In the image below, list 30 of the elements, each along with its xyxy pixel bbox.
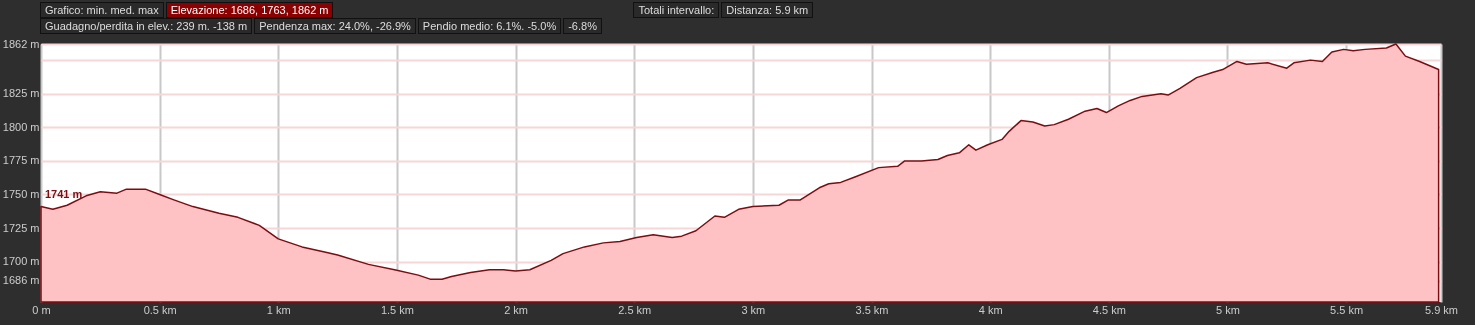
y-tick-label: 1862 m	[2, 37, 40, 50]
text: -6.8%	[563, 18, 602, 34]
x-tick-label: 2 km	[504, 303, 528, 316]
x-tick-label: 3.5 km	[855, 303, 889, 316]
x-tick-label: 2.5 km	[618, 303, 652, 316]
text: Guadagno/perdita in elev.: 239 m. -138 m	[40, 18, 253, 34]
x-tick-label: 5.5 km	[1330, 303, 1364, 316]
text: Pendio medio: 6.1%. -5.0%	[417, 18, 562, 34]
y-tick-label: 1686 m	[2, 274, 40, 286]
y-tick-label: 1825 m	[2, 87, 40, 100]
y-tick-label: 1725 m	[2, 221, 40, 234]
x-tick-label: 0 m	[32, 303, 51, 316]
x-tick-label: 5.9 km	[1424, 303, 1459, 316]
x-tick-label: 3 km	[741, 303, 766, 316]
text: Distanza: 5.9 km	[721, 2, 814, 18]
y-tick-label: 1700 m	[2, 255, 40, 268]
y-tick-label: 1750 m	[2, 188, 40, 200]
x-tick-label: 4.5 km	[1092, 303, 1126, 316]
annotation: 1741 m	[45, 187, 83, 200]
x-tick-label: 1.5 km	[380, 303, 414, 316]
x-tick-label: 0.5 km	[143, 303, 177, 316]
y-tick-label: 1775 m	[2, 154, 40, 167]
x-tick-label: 5 km	[1216, 303, 1240, 316]
y-tick-label: 1800 m	[2, 120, 40, 133]
text: Pendenza max: 24.0%, -26.9%	[254, 18, 416, 34]
text: Totali intervallo:	[633, 2, 720, 18]
text: Grafico: min. med. max	[40, 2, 164, 18]
x-tick-label: 4 km	[978, 303, 1003, 316]
text: Elevazione: 1686, 1763, 1862 m	[165, 2, 334, 18]
x-tick-label: 1 km	[266, 303, 291, 316]
